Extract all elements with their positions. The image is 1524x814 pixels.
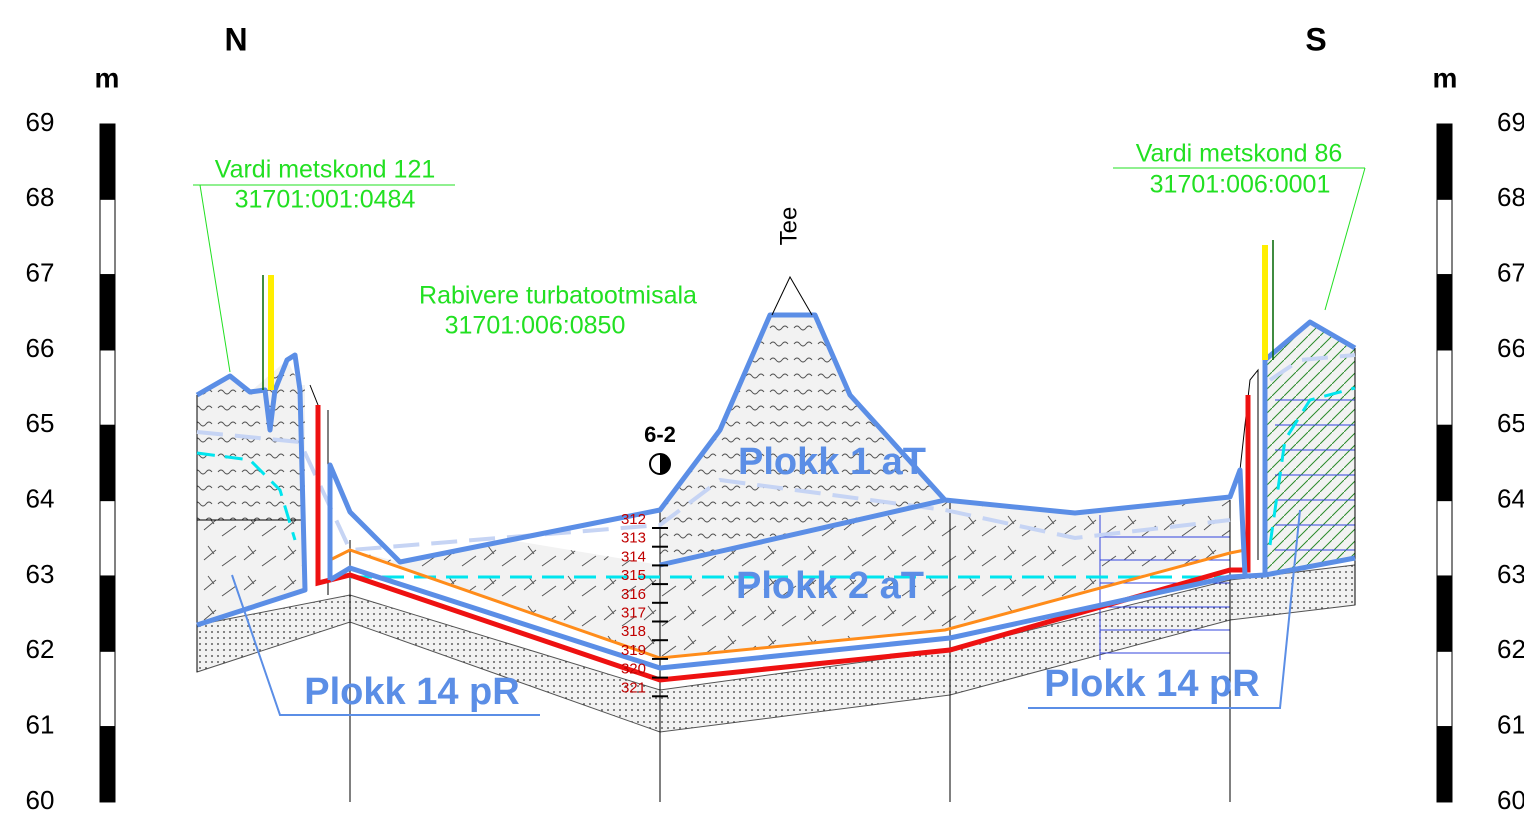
block-label: Plokk 14 pR [304,671,519,713]
sample-label: 318 [621,623,646,640]
level-label: 69 [1497,107,1524,137]
scale-segment [100,124,115,199]
scale-segment [100,350,115,425]
level-label: 62 [1497,634,1524,664]
parcel-name: Vardi metskond 86 [1136,140,1343,168]
sample-label: 315 [621,567,646,584]
block-label: Plokk 2 aT [736,565,924,607]
unit: m [95,62,120,93]
parcel-code: 31701:006:0850 [445,312,626,340]
borehole-symbol [660,454,670,474]
scale-segment [100,501,115,576]
borehole-id: 6-2 [644,422,676,447]
level-label: 62 [26,634,55,664]
level-label: 68 [26,182,55,212]
level-label: 69 [26,107,55,137]
level-label: 67 [26,258,55,288]
scale-bar [1437,124,1452,802]
block-label: Plokk 1 aT [738,441,926,483]
parcel-name: Vardi metskond 121 [215,156,436,184]
scale-segment [1437,425,1452,500]
leader [1325,168,1365,310]
sample-label: 316 [621,586,646,603]
scale-bar [100,124,115,802]
level-label: 66 [1497,333,1524,363]
level-label: 60 [26,785,55,814]
south: S [1305,21,1326,57]
cross-section: N S m m Vardi metskond 121 31701:001:048… [0,0,1524,814]
scale-segment [100,727,115,802]
sample-label: 312 [621,511,646,528]
level-label: 64 [1497,484,1524,514]
level-label: 68 [1497,182,1524,212]
scale-segment [100,199,115,274]
sample-label: 319 [621,642,646,659]
block-label: Plokk 14 pR [1044,663,1259,705]
scale-segment [1437,275,1452,350]
level-label: 65 [26,408,55,438]
scale-segment [100,275,115,350]
level-label: 63 [1497,559,1524,589]
sample-label: 313 [621,530,646,547]
sample-label: 314 [621,548,646,565]
scale-segment [1437,199,1452,274]
unit: m [1433,62,1458,93]
scale-segment [100,651,115,726]
north: N [224,21,247,57]
level-label: 60 [1497,785,1524,814]
parcel-code: 31701:006:0001 [1150,171,1331,199]
scale-segment [1437,576,1452,651]
scale-segment [1437,727,1452,802]
level-label: 64 [26,484,55,514]
level-label: 66 [26,333,55,363]
scale-segment [100,576,115,651]
scale-segment [1437,651,1452,726]
level-label: 67 [1497,258,1524,288]
scale-segment [100,425,115,500]
parcel-name: Rabivere turbatootmisala [419,282,697,310]
level-label: 61 [1497,710,1524,740]
level-label: 61 [26,710,55,740]
level-label: 63 [26,559,55,589]
road-label: Tee [775,207,802,246]
leader [200,185,230,372]
parcel-code: 31701:001:0484 [235,186,416,214]
sample-label: 317 [621,604,646,621]
road-marker [772,277,812,315]
scale-segment [1437,124,1452,199]
scale-segment [1437,350,1452,425]
sample-label: 321 [621,679,646,696]
level-label: 65 [1497,408,1524,438]
sample-label: 320 [621,661,646,678]
scale-segment [1437,501,1452,576]
